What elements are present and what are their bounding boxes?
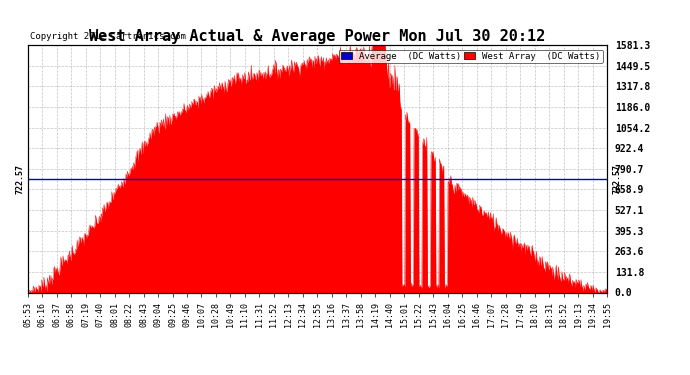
Text: 722.57: 722.57 [613,164,622,194]
Text: 722.57: 722.57 [16,164,25,194]
Text: Copyright 2012 Cartronics.com: Copyright 2012 Cartronics.com [30,32,186,41]
Title: West Array Actual & Average Power Mon Jul 30 20:12: West Array Actual & Average Power Mon Ju… [89,29,546,44]
Legend: Average  (DC Watts), West Array  (DC Watts): Average (DC Watts), West Array (DC Watts… [339,50,602,63]
